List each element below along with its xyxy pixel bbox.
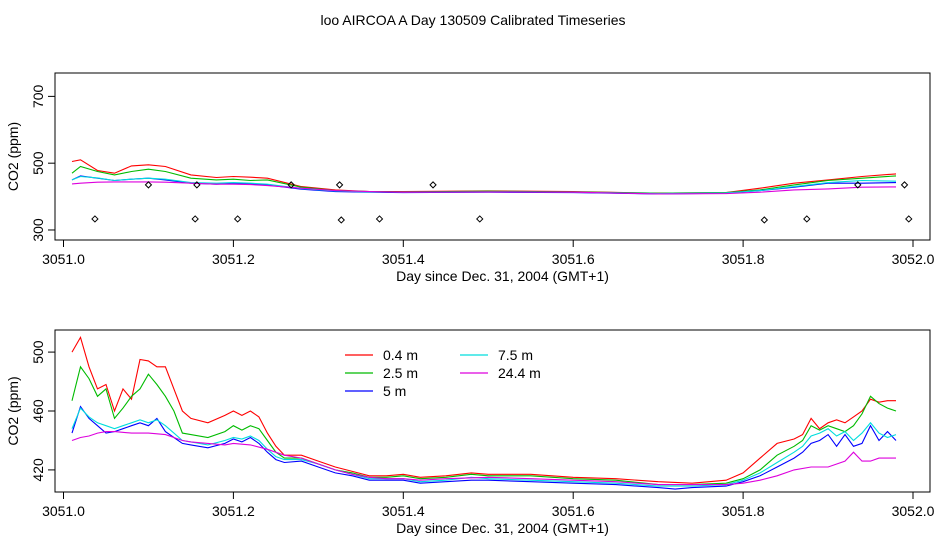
- legend-label: 7.5 m: [498, 347, 533, 363]
- y-tick-label: 420: [30, 458, 46, 482]
- y-tick-label: 300: [30, 218, 46, 242]
- figure-title: loo AIRCOA A Day 130509 Calibrated Times…: [320, 12, 625, 28]
- x-axis-label: Day since Dec. 31, 2004 (GMT+1): [396, 520, 609, 536]
- x-tick-label: 3051.0: [42, 251, 85, 267]
- x-tick-label: 3051.8: [722, 251, 765, 267]
- x-tick-label: 3052.0: [892, 503, 935, 519]
- series-line-2-5-m: [71, 365, 897, 486]
- marker-point: [144, 181, 153, 189]
- marker-point: [854, 181, 862, 189]
- series-line-0: [71, 159, 897, 194]
- x-tick-label: 3051.2: [212, 251, 255, 267]
- marker-point: [335, 181, 344, 189]
- series-line-1: [71, 165, 897, 194]
- legend: 0.4 m 2.5 m 5 m 7.5 m 24.4 m: [345, 347, 541, 399]
- y-axis-label: CO2 (ppm): [5, 376, 21, 445]
- x-tick-label: 3052.0: [892, 251, 935, 267]
- top-panel: 3051.0 3051.2 3051.4 3051.6 3051.8 3052.0 Day …: [5, 72, 935, 284]
- legend-label: 24.4 m: [498, 365, 541, 381]
- marker-point: [905, 215, 913, 223]
- marker-point: [476, 215, 484, 223]
- series-line-7-5-m: [71, 407, 897, 487]
- series-line-0-4-m: [71, 336, 896, 484]
- x-tick-label: 3051.6: [552, 503, 595, 519]
- series-line-24-4-m: [71, 431, 896, 486]
- marker-point: [429, 181, 437, 189]
- marker-point: [191, 215, 199, 223]
- series-line-5-m: [71, 405, 897, 490]
- bottom-panel: 3051.0 3051.2 3051.4 3051.6 3051.8 3052.0 Day …: [5, 329, 935, 536]
- marker-point: [233, 215, 242, 223]
- marker-point: [337, 216, 345, 224]
- plot-frame: [54, 329, 931, 493]
- legend-label: 5 m: [383, 383, 406, 399]
- y-axis-label: CO2 (ppm): [5, 122, 21, 191]
- y-tick-label: 500: [30, 151, 46, 175]
- y-tick-label: 460: [30, 399, 46, 423]
- x-tick-label: 3051.8: [722, 503, 765, 519]
- marker-point: [193, 181, 201, 189]
- series-line-4: [71, 181, 897, 195]
- legend-label: 2.5 m: [383, 365, 418, 381]
- x-tick-label: 3051.4: [382, 503, 425, 519]
- marker-point: [803, 215, 811, 223]
- y-tick-label: 500: [30, 340, 46, 364]
- marker-point: [760, 216, 769, 224]
- x-tick-label: 3051.4: [382, 251, 425, 267]
- plot-frame: [54, 72, 931, 241]
- legend-label: 0.4 m: [383, 347, 418, 363]
- y-tick-label: 700: [30, 84, 46, 108]
- x-axis-label: Day since Dec. 31, 2004 (GMT+1): [396, 268, 609, 284]
- marker-point: [375, 215, 384, 223]
- marker-point: [91, 215, 99, 223]
- marker-point: [900, 181, 909, 189]
- x-tick-label: 3051.0: [42, 503, 85, 519]
- x-tick-label: 3051.6: [552, 251, 595, 267]
- marker-point: [287, 181, 295, 189]
- x-tick-label: 3051.2: [212, 503, 255, 519]
